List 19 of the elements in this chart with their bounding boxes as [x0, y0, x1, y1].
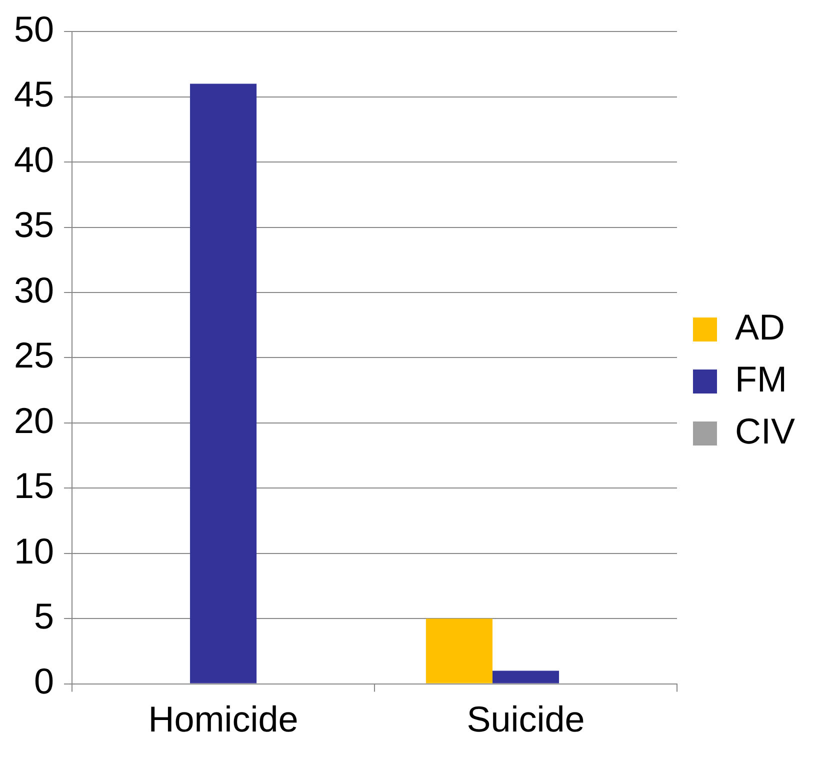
bar [190, 84, 257, 684]
y-tick-label: 50 [14, 8, 54, 50]
x-tick-label: Suicide [466, 698, 585, 740]
y-tick-label: 30 [14, 269, 54, 310]
legend-label: FM [734, 358, 787, 400]
legend-label: AD [734, 306, 786, 348]
y-tick-label: 0 [34, 660, 54, 702]
legend-label: CIV [734, 410, 796, 452]
y-tick-label: 25 [14, 334, 54, 376]
y-tick-label: 15 [14, 465, 54, 506]
y-tick-label: 45 [14, 74, 54, 115]
y-tick-label: 20 [14, 400, 54, 441]
y-tick-label: 40 [14, 138, 54, 180]
bar [426, 618, 492, 684]
y-tick-label: 35 [14, 204, 54, 246]
y-tick-label: 5 [34, 596, 54, 636]
x-tick-label: Homicide [148, 698, 298, 740]
y-tick-label: 10 [14, 530, 54, 572]
bar [492, 670, 560, 684]
